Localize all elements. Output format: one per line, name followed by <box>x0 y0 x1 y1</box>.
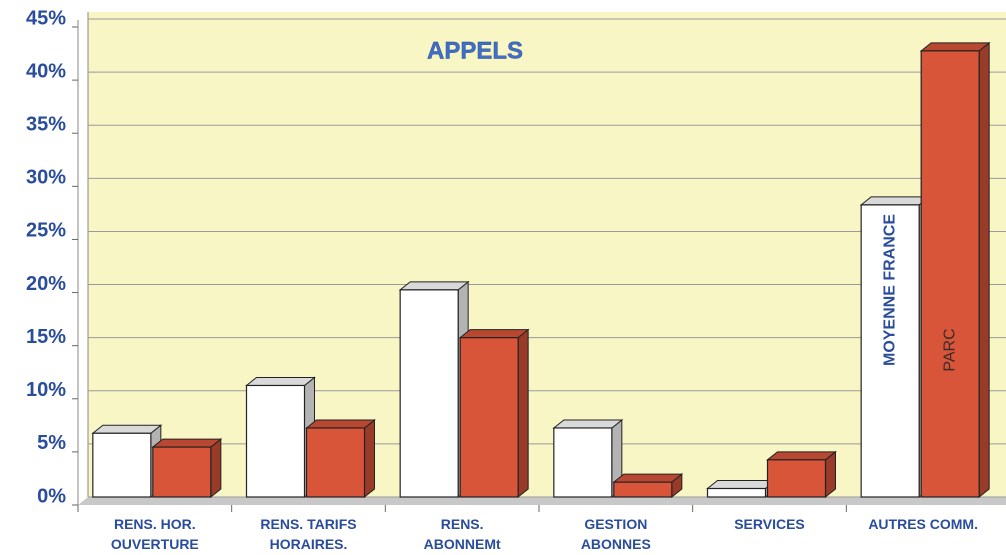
bar-group <box>245 376 316 499</box>
bar-top <box>398 281 470 291</box>
bar <box>152 446 212 498</box>
y-tick-label: 10% <box>26 379 66 401</box>
bar-top <box>706 480 777 490</box>
legend-label: PARC <box>941 328 958 371</box>
bar-top <box>458 329 530 339</box>
bar-group <box>458 328 530 499</box>
bar-top <box>919 42 991 52</box>
bar-top <box>552 419 624 429</box>
bar-group <box>919 41 991 499</box>
y-tick-label: 20% <box>26 273 66 295</box>
y-tick-label: 40% <box>26 60 66 82</box>
bar <box>613 481 673 498</box>
legend-label: MOYENNE FRANCE <box>881 214 898 366</box>
y-tick-label: 0% <box>37 485 66 507</box>
bar <box>706 487 767 498</box>
x-tick-label: GESTION ABONNES <box>580 516 651 552</box>
x-tick-label: SERVICES <box>734 516 805 532</box>
x-tick-label: AUTRES COMM. <box>868 516 978 532</box>
bar <box>860 204 920 498</box>
floor <box>78 497 1006 505</box>
bar <box>920 50 980 498</box>
bar-group <box>91 424 163 499</box>
bar <box>766 459 827 498</box>
bar-group <box>766 450 837 499</box>
bar-top <box>766 451 837 461</box>
bar-side <box>210 438 222 499</box>
x-tick-label: RENS. HOR. OUVERTURE <box>110 516 199 552</box>
bar <box>305 427 366 498</box>
bar-side <box>364 418 375 499</box>
y-tick-label: 45% <box>26 7 66 29</box>
bar <box>459 337 519 498</box>
bar-top <box>612 473 684 483</box>
y-tick-label: 25% <box>26 220 66 242</box>
bar-top <box>91 424 163 434</box>
bar-group <box>706 479 777 499</box>
x-tick-label: RENS. ABONNEMt <box>423 516 501 552</box>
bar <box>399 289 459 498</box>
y-tick-label: 5% <box>37 432 66 454</box>
y-tick-label: 35% <box>26 114 66 136</box>
bar-group <box>151 438 223 499</box>
bar-top <box>859 196 931 206</box>
bar <box>553 427 613 498</box>
y-tick-label: 30% <box>26 167 66 189</box>
bar-group <box>305 418 376 499</box>
x-tick-label: RENS. TARIFS HORAIRES. <box>260 516 357 552</box>
bar-group <box>552 418 624 499</box>
bar <box>245 384 306 498</box>
bar <box>92 432 152 498</box>
bar-top <box>305 419 376 429</box>
plot-background <box>88 12 1006 497</box>
bar-side <box>978 41 990 499</box>
bar-top <box>151 438 223 448</box>
bar-side <box>517 328 529 499</box>
bar-group <box>398 280 470 499</box>
y-tick-label: 15% <box>26 326 66 348</box>
bar-group <box>612 473 684 499</box>
chart-title: APPELS <box>427 37 523 64</box>
bar-top <box>245 376 316 386</box>
